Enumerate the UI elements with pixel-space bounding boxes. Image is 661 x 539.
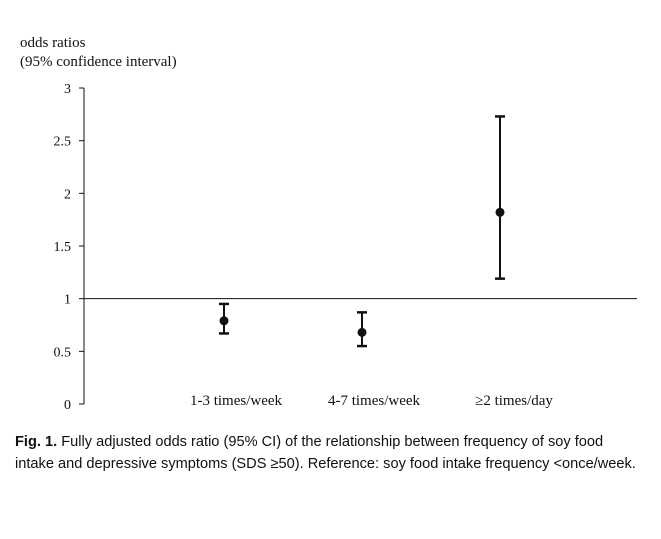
point-1: [357, 327, 367, 337]
point-2: [495, 207, 505, 217]
y-tick-label-5: 2.5: [54, 135, 72, 150]
y-axis-label-line2: (95% confidence interval): [20, 54, 177, 70]
y-tick-label-4: 2: [64, 187, 71, 202]
point-0: [219, 316, 229, 326]
y-axis-label-line1: odds ratios: [20, 35, 86, 51]
y-tick-label-0: 0: [64, 398, 71, 413]
caption-label: Fig. 1.: [15, 434, 58, 450]
caption-text: Fully adjusted odds ratio (95% CI) of th…: [15, 434, 636, 472]
odds-ratio-chart: 0 0.5 1 1.5 2 2.5 3 1-3 times/week 4-7 times/wee…: [54, 82, 637, 413]
category-label-0: 1-3 times/week: [190, 393, 283, 409]
figure-caption: Fig. 1. Fully adjusted odds ratio (95% C…: [15, 431, 645, 475]
category-label-2: ≥2 times/day: [475, 393, 553, 409]
y-tick-label-6: 3: [64, 82, 71, 97]
y-tick-label-3: 1.5: [54, 240, 72, 255]
y-tick-label-1: 0.5: [54, 345, 72, 360]
category-label-1: 4-7 times/week: [328, 393, 421, 409]
y-tick-label-2: 1: [64, 293, 71, 308]
